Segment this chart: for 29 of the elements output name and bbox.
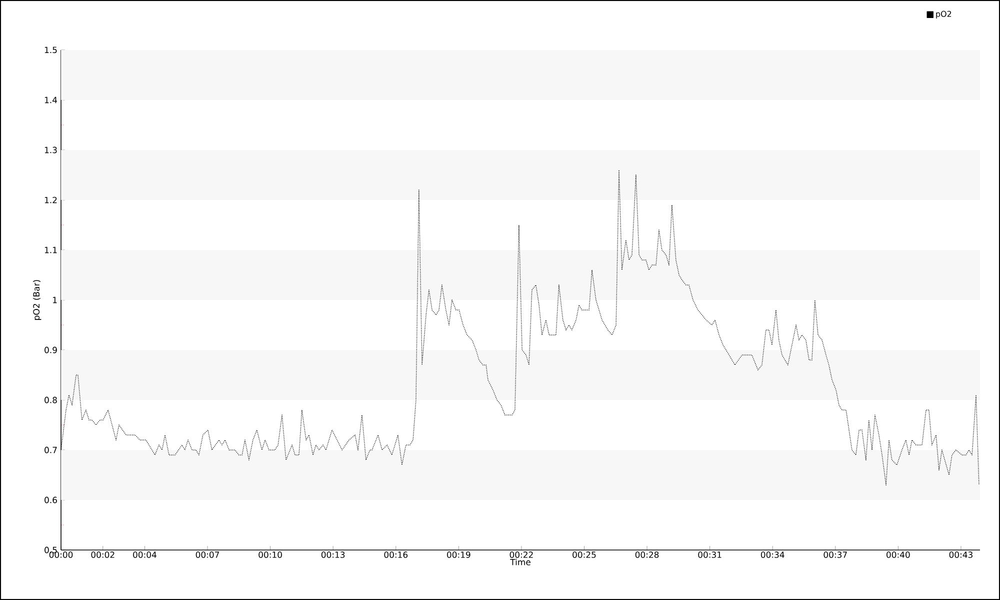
x-tick-label: 00:40	[886, 552, 910, 558]
y-tick-label: 0.7	[44, 446, 57, 454]
y-tick-label: 0.9	[44, 346, 57, 354]
x-axis-title: Time	[510, 558, 530, 566]
x-tick-label: 00:02	[91, 552, 114, 558]
x-tick-label: 00:34	[760, 552, 784, 558]
y-tick-label: 1.1	[44, 246, 57, 254]
x-tick-label: 00:25	[572, 552, 596, 558]
y-tick-label: 1.3	[44, 146, 57, 154]
x-tick-label: 00:07	[196, 552, 219, 558]
y-tick-label: 1.2	[44, 196, 57, 204]
x-tick-label: 00:16	[384, 552, 408, 558]
x-tick-label: 00:22	[510, 552, 533, 558]
y-axis-title: pO2 (Bar)	[33, 280, 42, 320]
x-tick-label: 00:28	[635, 552, 659, 558]
y-tick-label: 0.6	[44, 496, 57, 504]
y-tick-label: 0.5	[44, 546, 57, 554]
x-tick-label: 00:19	[447, 552, 470, 558]
x-tick-label: 00:00	[49, 552, 73, 558]
x-tick-label: 00:43	[949, 552, 972, 558]
y-tick-label: 1.5	[44, 46, 57, 54]
y-tick-label: 1.4	[44, 96, 58, 104]
x-tick-label: 00:31	[698, 552, 722, 558]
x-tick-label: 00:37	[824, 552, 847, 558]
y-tick-label: 1	[53, 296, 57, 304]
x-tick-label: 00:10	[258, 552, 282, 558]
x-tick-label: 00:04	[133, 552, 156, 558]
y-tick-label: 0.8	[44, 396, 57, 404]
x-tick-label: 00:13	[321, 552, 345, 558]
